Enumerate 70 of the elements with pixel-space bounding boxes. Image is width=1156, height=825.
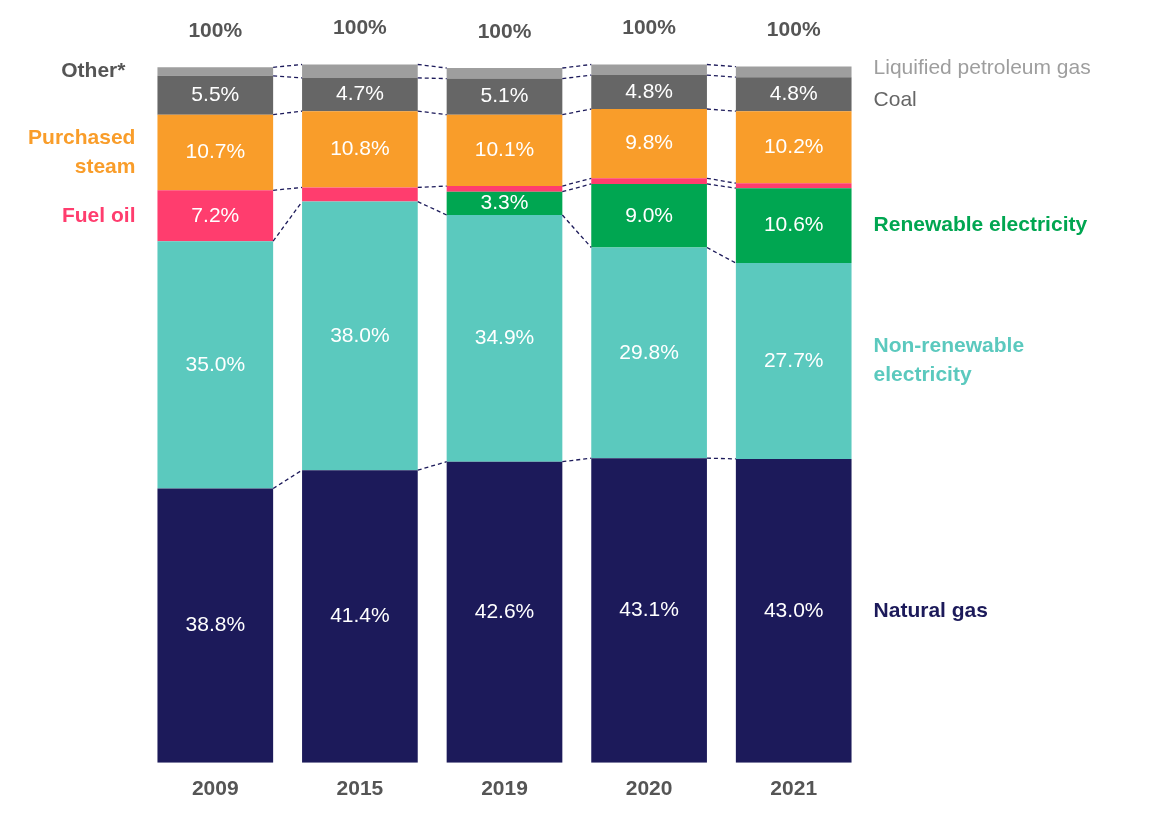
data-label: 38.8% bbox=[185, 612, 246, 636]
total-label: 100% bbox=[766, 17, 821, 41]
bar bbox=[591, 64, 707, 76]
series-label: Liquified petroleum gas bbox=[873, 54, 1091, 78]
series-label: Fuel oil bbox=[61, 202, 136, 226]
bar bbox=[157, 114, 274, 191]
data-label: 10.7% bbox=[185, 139, 246, 163]
data-label: 10.2% bbox=[763, 133, 824, 157]
bar bbox=[446, 114, 563, 187]
x-tick-label: 2019 bbox=[481, 776, 528, 800]
series-label: Coal bbox=[873, 86, 917, 110]
data-label: 41.4% bbox=[330, 603, 390, 627]
data-label: 9.0% bbox=[625, 202, 674, 226]
bar bbox=[735, 183, 852, 189]
bar bbox=[591, 109, 707, 179]
data-label: 5.5% bbox=[191, 82, 240, 106]
series-label: Purchased steam bbox=[28, 124, 136, 177]
data-label: 42.6% bbox=[474, 599, 535, 623]
bar bbox=[446, 186, 563, 192]
bar bbox=[302, 111, 418, 188]
bar bbox=[735, 111, 852, 184]
series-label: Renewable electricity bbox=[873, 212, 1088, 236]
text: Other* bbox=[61, 58, 127, 82]
x-tick-label: 2020 bbox=[625, 776, 673, 800]
data-label: 29.8% bbox=[619, 339, 679, 363]
bar bbox=[591, 178, 707, 184]
bar bbox=[157, 488, 274, 763]
bar bbox=[157, 67, 274, 76]
bar bbox=[735, 263, 852, 459]
bar bbox=[446, 215, 563, 462]
data-label: 9.8% bbox=[625, 130, 674, 154]
total-label: 100% bbox=[477, 18, 532, 42]
bar bbox=[446, 78, 563, 115]
bar bbox=[591, 183, 707, 248]
bar bbox=[157, 190, 274, 242]
bar bbox=[157, 75, 274, 115]
data-label: 35.0% bbox=[185, 351, 246, 375]
bar bbox=[735, 77, 852, 112]
bar bbox=[157, 241, 274, 489]
bar bbox=[302, 187, 418, 202]
data-label: 4.7% bbox=[335, 81, 384, 105]
data-label: 43.0% bbox=[763, 597, 824, 621]
data-label: 38.0% bbox=[330, 322, 390, 346]
data-label: 34.9% bbox=[474, 325, 535, 349]
total-label: 100% bbox=[622, 15, 677, 39]
series-label: Natural gas bbox=[873, 597, 988, 621]
data-label: 10.6% bbox=[763, 212, 824, 236]
total-label: 100% bbox=[188, 18, 243, 42]
data-label: 27.7% bbox=[763, 347, 824, 371]
data-label: 3.3% bbox=[480, 190, 529, 214]
bar bbox=[302, 77, 418, 112]
bar bbox=[591, 75, 707, 110]
series-label: Non-renewable electricity bbox=[873, 333, 1025, 386]
total-label: 100% bbox=[333, 15, 388, 39]
bar bbox=[735, 66, 852, 78]
bar bbox=[302, 201, 418, 471]
data-label: 10.8% bbox=[330, 136, 390, 160]
data-label: 10.1% bbox=[474, 137, 535, 161]
bar bbox=[446, 68, 563, 79]
bar bbox=[735, 188, 852, 264]
data-label: 43.1% bbox=[619, 597, 679, 621]
data-label: 5.1% bbox=[480, 83, 529, 107]
data-label: 4.8% bbox=[769, 80, 818, 104]
data-label: 4.8% bbox=[625, 78, 674, 102]
bar bbox=[302, 64, 418, 78]
data-label: 7.2% bbox=[191, 202, 240, 226]
x-tick-label: 2021 bbox=[770, 776, 818, 800]
x-tick-label: 2015 bbox=[336, 776, 384, 800]
bar bbox=[591, 247, 707, 459]
x-tick-label: 2009 bbox=[191, 776, 239, 800]
